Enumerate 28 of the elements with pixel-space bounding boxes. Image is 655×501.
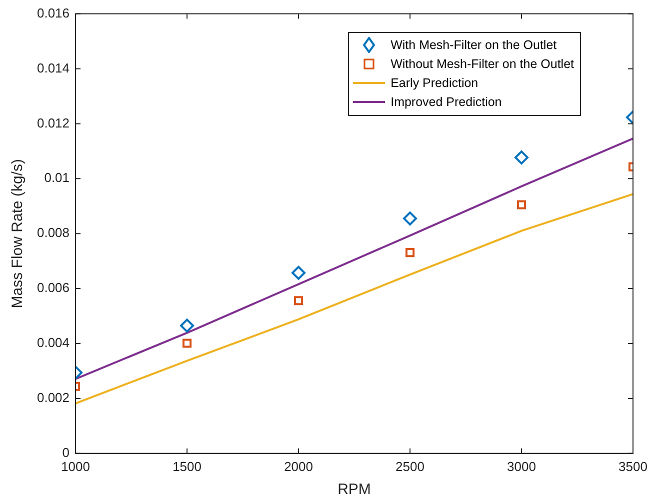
x-tick-label: 3500	[618, 458, 648, 474]
y-tick-label: 0.01	[44, 170, 70, 186]
point	[182, 338, 192, 348]
point	[294, 296, 304, 306]
y-axis-title: Mass Flow Rate (kg/s)	[9, 159, 26, 308]
point	[180, 318, 194, 333]
x-tick-label: 1500	[172, 458, 202, 474]
point	[516, 200, 526, 210]
y-tick-label: 0.016	[36, 5, 70, 20]
x-axis-title: RPM	[338, 481, 371, 498]
legend-label: Without Mesh-Filter on the Outlet	[390, 57, 574, 72]
legend-label: Improved Prediction	[390, 95, 502, 110]
legend-label: With Mesh-Filter on the Outlet	[390, 38, 557, 52]
y-tick-label: 0	[62, 444, 70, 460]
legend-label: Early Prediction	[390, 76, 478, 90]
y-tick-label: 0.002	[36, 390, 70, 406]
y-tick-label: 0.008	[36, 225, 70, 240]
y-tick-label: 0.006	[36, 280, 70, 296]
point	[405, 248, 415, 258]
x-tick-label: 2500	[396, 458, 424, 474]
x-tick-label: 2000	[284, 458, 313, 474]
y-tick-label: 0.004	[36, 335, 70, 350]
point	[292, 266, 306, 280]
y-tick-label: 0.012	[36, 115, 70, 130]
x-tick-label: 1000	[61, 458, 90, 474]
point	[403, 211, 418, 226]
x-tick-label: 3000	[507, 458, 536, 474]
y-tick-label: 0.014	[36, 60, 70, 76]
